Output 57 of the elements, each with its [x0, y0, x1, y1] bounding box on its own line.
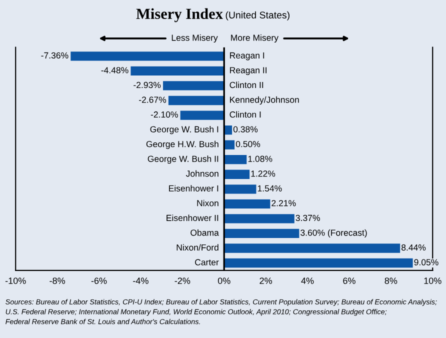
y-tick-label: Clinton I — [230, 111, 261, 118]
chart-subtitle: (United States) — [226, 11, 290, 20]
bar — [130, 66, 224, 76]
bar — [224, 214, 294, 224]
x-tick-label: -2% — [174, 278, 190, 284]
y-tick-label: Clinton II — [230, 82, 264, 88]
bar — [180, 110, 224, 120]
data-label: 1.08% — [248, 156, 272, 162]
y-tick-label: Eisenhower II — [166, 214, 218, 222]
data-label: 3.60% (Forecast) — [300, 229, 367, 238]
data-label: 0.50% — [236, 140, 260, 148]
data-label: -2.93% — [134, 82, 161, 88]
y-tick-label: Nixon — [197, 200, 218, 206]
text: Less Misery — [172, 34, 218, 43]
data-label: -4.48% — [101, 67, 128, 74]
bar — [224, 244, 400, 253]
bar — [224, 140, 235, 150]
bar — [163, 81, 224, 90]
bar — [70, 52, 224, 61]
y-tick-label: Eisenhower I — [169, 185, 218, 192]
x-tick-label: 10% — [424, 278, 442, 284]
data-label: 3.37% — [296, 214, 320, 222]
x-tick-label: 2% — [260, 278, 272, 284]
y-tick-label: Carter — [195, 259, 219, 266]
x-tick-label: -4% — [133, 278, 148, 284]
text: More Misery — [231, 34, 278, 43]
data-label: 1.22% — [251, 170, 276, 177]
bar — [168, 96, 224, 106]
x-tick-label: 6% — [343, 278, 356, 284]
x-tick-label: -10% — [5, 278, 26, 284]
data-label: 8.44% — [402, 244, 426, 251]
y-tick-label: Obama — [190, 229, 219, 236]
chart-title: Misery Index — [136, 8, 223, 22]
y-tick-label: Kennedy/Johnson — [230, 96, 299, 105]
data-label: 1.54% — [258, 185, 282, 192]
y-tick-label: Johnson — [186, 170, 218, 177]
y-tick-label: Reagan I — [230, 52, 264, 60]
data-label: -2.10% — [150, 111, 178, 118]
data-label: 0.38% — [233, 126, 258, 132]
y-tick-label: George W. Bush II — [148, 156, 218, 164]
x-tick-label: 8% — [384, 278, 398, 284]
x-tick-label: 4% — [301, 278, 314, 284]
bar — [224, 170, 250, 179]
data-label: -7.36% — [41, 52, 68, 59]
x-tick-label: -8% — [50, 278, 66, 284]
data-label: -2.67% — [139, 96, 166, 103]
x-tick-label: 0% — [218, 278, 230, 284]
bar — [224, 258, 413, 268]
x-tick-label: -6% — [91, 278, 107, 284]
bar — [224, 199, 270, 208]
data-label: 2.21% — [272, 200, 296, 206]
y-tick-label: Reagan II — [230, 67, 266, 76]
y-tick-label: George H.W. Bush — [146, 140, 218, 149]
y-tick-label: Nixon/Ford — [176, 244, 218, 251]
bar — [224, 228, 300, 238]
data-label: 9.05% — [414, 259, 438, 266]
y-tick-label: George W. Bush I — [150, 126, 218, 134]
